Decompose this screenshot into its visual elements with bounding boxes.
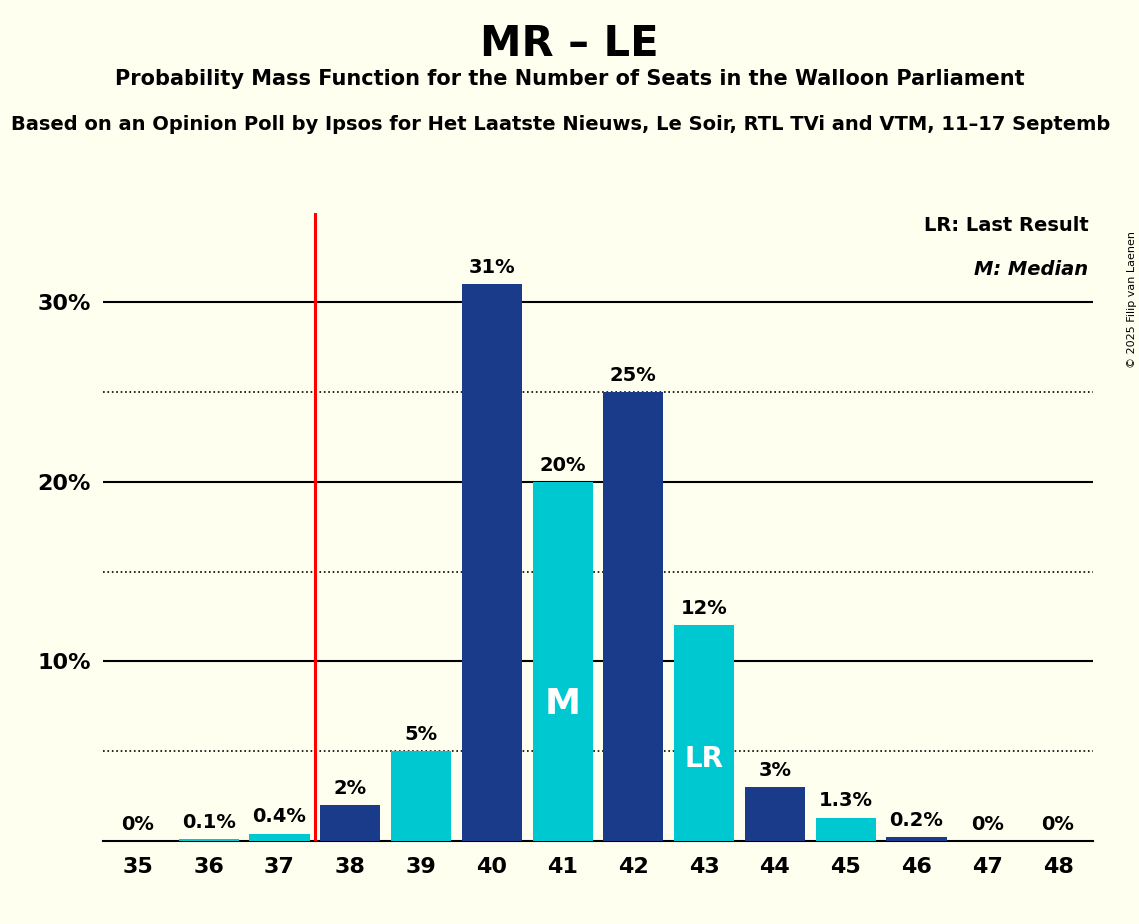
Bar: [816, 818, 876, 841]
Bar: [745, 787, 805, 841]
Bar: [533, 481, 592, 841]
Text: Based on an Opinion Poll by Ipsos for Het Laatste Nieuws, Le Soir, RTL TVi and V: Based on an Opinion Poll by Ipsos for He…: [11, 116, 1111, 135]
Bar: [320, 805, 380, 841]
Text: © 2025 Filip van Laenen: © 2025 Filip van Laenen: [1126, 231, 1137, 368]
Text: 12%: 12%: [681, 600, 728, 618]
Text: 31%: 31%: [468, 258, 515, 277]
Text: 5%: 5%: [404, 725, 437, 744]
Text: 20%: 20%: [540, 456, 585, 475]
Bar: [674, 626, 735, 841]
Text: M: M: [544, 687, 581, 722]
Bar: [391, 751, 451, 841]
Text: 0.1%: 0.1%: [182, 813, 236, 832]
Text: 0.2%: 0.2%: [890, 811, 943, 830]
Text: 0.4%: 0.4%: [253, 808, 306, 826]
Text: 1.3%: 1.3%: [819, 791, 872, 810]
Text: 25%: 25%: [611, 366, 657, 385]
Bar: [249, 833, 310, 841]
Text: MR – LE: MR – LE: [481, 23, 658, 65]
Text: 0%: 0%: [122, 815, 155, 833]
Text: 3%: 3%: [759, 760, 792, 780]
Bar: [461, 285, 522, 841]
Text: 0%: 0%: [1041, 815, 1074, 833]
Bar: [179, 839, 239, 841]
Text: Probability Mass Function for the Number of Seats in the Walloon Parliament: Probability Mass Function for the Number…: [115, 69, 1024, 90]
Text: LR: LR: [685, 745, 723, 773]
Text: 2%: 2%: [334, 779, 367, 797]
Bar: [604, 392, 663, 841]
Text: LR: Last Result: LR: Last Result: [924, 215, 1089, 235]
Text: 0%: 0%: [970, 815, 1003, 833]
Bar: [886, 837, 947, 841]
Text: M: Median: M: Median: [974, 260, 1089, 279]
